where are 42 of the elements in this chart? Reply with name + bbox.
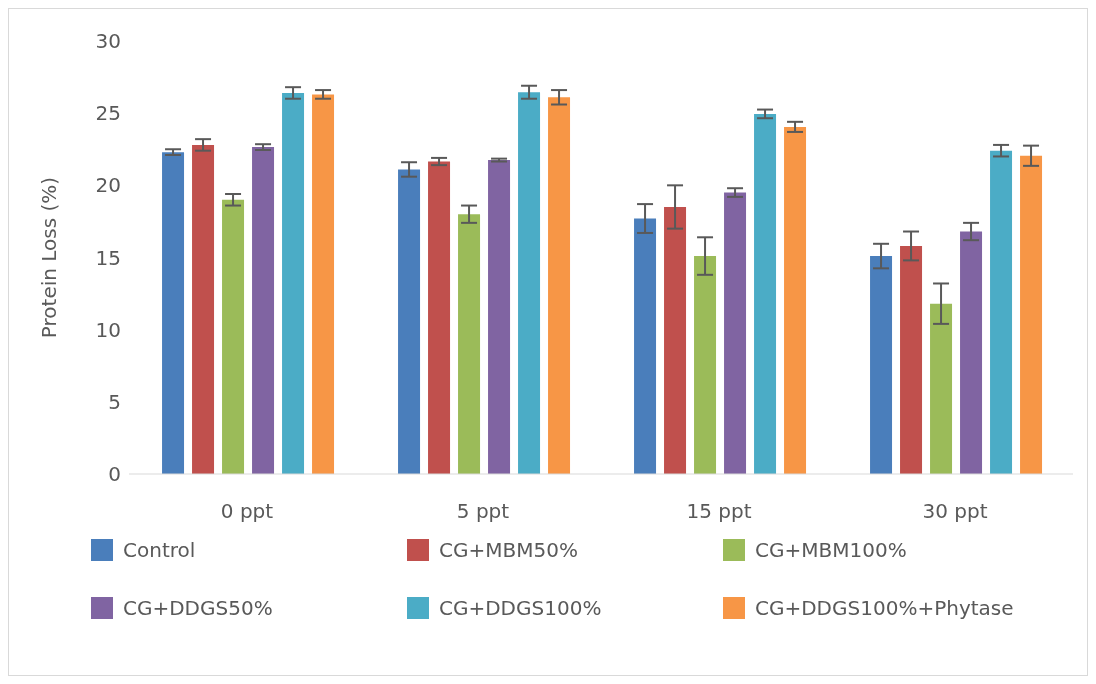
x-tick-label: 30 ppt (922, 499, 988, 524)
bar (312, 94, 335, 474)
y-tick-label: 25 (95, 101, 121, 126)
bar (548, 97, 571, 474)
legend-label: CG+DDGS100% (439, 596, 602, 620)
bar (282, 92, 305, 474)
bar (458, 214, 481, 474)
bar (428, 161, 451, 474)
y-tick-label: 15 (95, 245, 121, 270)
bar (664, 206, 687, 474)
bar (162, 152, 185, 474)
x-tick-label: 5 ppt (456, 499, 510, 524)
bar (784, 126, 807, 474)
bar (192, 144, 215, 474)
x-tick-label: 15 ppt (686, 499, 752, 524)
legend-label: CG+MBM50% (439, 538, 578, 562)
x-tick-label: 0 ppt (220, 499, 274, 524)
y-axis-title: Protein Loss (%) (37, 176, 62, 339)
bar (870, 256, 893, 474)
bar (754, 113, 777, 474)
bar (222, 199, 245, 474)
legend-label: CG+DDGS50% (123, 596, 273, 620)
bar (724, 192, 747, 474)
bar (1020, 155, 1043, 474)
y-tick-label: 30 (95, 29, 121, 54)
bar (930, 303, 953, 474)
y-tick-label: 10 (95, 317, 121, 342)
legend-label: Control (123, 538, 196, 562)
y-tick-label: 20 (95, 173, 121, 198)
bar (634, 218, 657, 474)
bar (488, 160, 511, 474)
bar (990, 150, 1013, 474)
legend-label: CG+DDGS100%+Phytase (755, 596, 1014, 620)
bar (900, 245, 923, 474)
y-tick-label: 0 (108, 462, 121, 487)
bar (694, 256, 717, 474)
bar (960, 231, 983, 474)
legend-label: CG+MBM100% (755, 538, 907, 562)
bar (518, 92, 541, 474)
y-tick-label: 5 (108, 389, 121, 414)
bar (252, 147, 275, 474)
bar (398, 169, 421, 474)
